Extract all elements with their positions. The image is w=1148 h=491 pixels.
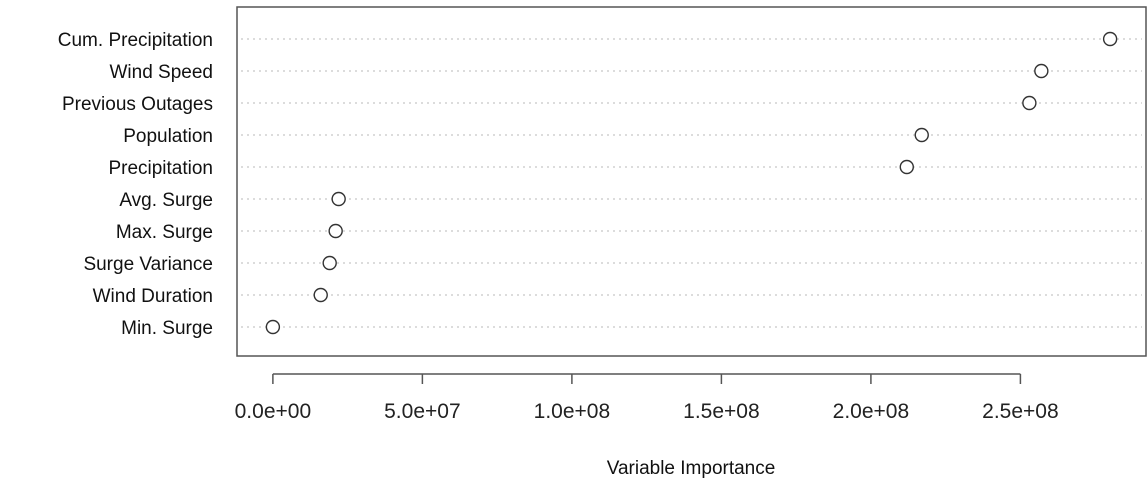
x-tick-label: 2.5e+08 bbox=[982, 400, 1059, 423]
data-point bbox=[322, 255, 337, 271]
x-axis-title: Variable Importance bbox=[607, 458, 776, 479]
x-axis: 0.0e+00 5.0e+07 1.0e+08 1.5e+08 2.0e+08 2.5e+… bbox=[235, 373, 1059, 423]
x-tick-label: 0.0e+00 bbox=[235, 400, 312, 423]
category-label: Cum. Precipitation bbox=[58, 30, 213, 51]
data-point bbox=[331, 191, 346, 207]
category-label: Previous Outages bbox=[62, 94, 213, 115]
category-label: Precipitation bbox=[108, 158, 213, 179]
x-tick-label: 2.0e+08 bbox=[833, 400, 910, 423]
x-tick-label: 1.5e+08 bbox=[683, 400, 760, 423]
category-label: Surge Variance bbox=[83, 254, 213, 275]
category-label: Max. Surge bbox=[116, 222, 213, 243]
data-point bbox=[313, 287, 328, 303]
data-point bbox=[328, 223, 343, 239]
data-point bbox=[914, 127, 929, 143]
category-label: Population bbox=[123, 126, 213, 147]
category-label: Wind Speed bbox=[109, 62, 213, 83]
category-labels: Cum. Precipitation Wind Speed Previous Out… bbox=[58, 30, 213, 339]
x-tick-label: 1.0e+08 bbox=[534, 400, 611, 423]
grid-lines bbox=[241, 38, 1142, 328]
category-label: Avg. Surge bbox=[119, 190, 213, 211]
data-point bbox=[265, 319, 281, 335]
x-tick-label: 5.0e+07 bbox=[384, 400, 461, 423]
category-label: Wind Duration bbox=[93, 286, 213, 307]
data-point bbox=[899, 159, 914, 175]
data-point bbox=[1102, 31, 1118, 47]
category-label: Min. Surge bbox=[121, 318, 213, 339]
data-point bbox=[1034, 63, 1049, 79]
plot-frame bbox=[236, 6, 1147, 357]
data-point bbox=[1022, 95, 1037, 111]
data-points bbox=[265, 31, 1118, 335]
